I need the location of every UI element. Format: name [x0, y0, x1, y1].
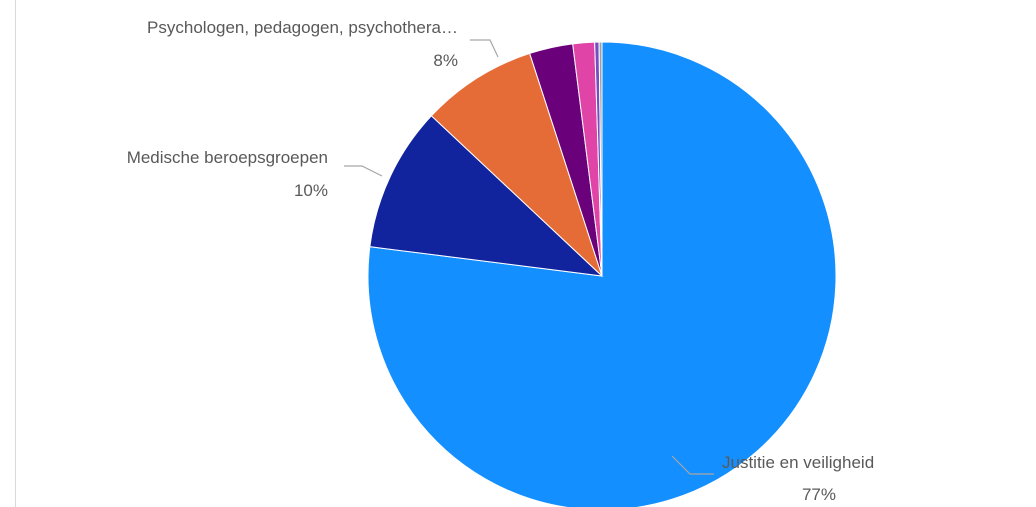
pie-slice-6 — [598, 41, 603, 277]
leader-line-0 — [671, 455, 714, 475]
pie-slice-2 — [430, 52, 603, 277]
slice-label-0: Justitie en veiligheid — [722, 453, 874, 472]
slice-value-1: 10% — [294, 181, 328, 200]
slice-value-0: 77% — [802, 485, 836, 504]
slice-label-1: Medische beroepsgroepen — [127, 148, 328, 167]
slice-value-2: 8% — [433, 51, 458, 70]
slice-label-2: Psychologen, pedagogen, psychothera… — [147, 18, 458, 37]
pie-slices — [367, 41, 837, 507]
leader-lines — [344, 39, 714, 475]
pie-slice-1 — [369, 115, 604, 277]
frame-border-line — [15, 0, 16, 507]
leader-line-1 — [344, 165, 383, 177]
leader-line-2 — [470, 39, 499, 58]
data-labels: Justitie en veiligheid 77% Medische beroep… — [127, 18, 874, 504]
